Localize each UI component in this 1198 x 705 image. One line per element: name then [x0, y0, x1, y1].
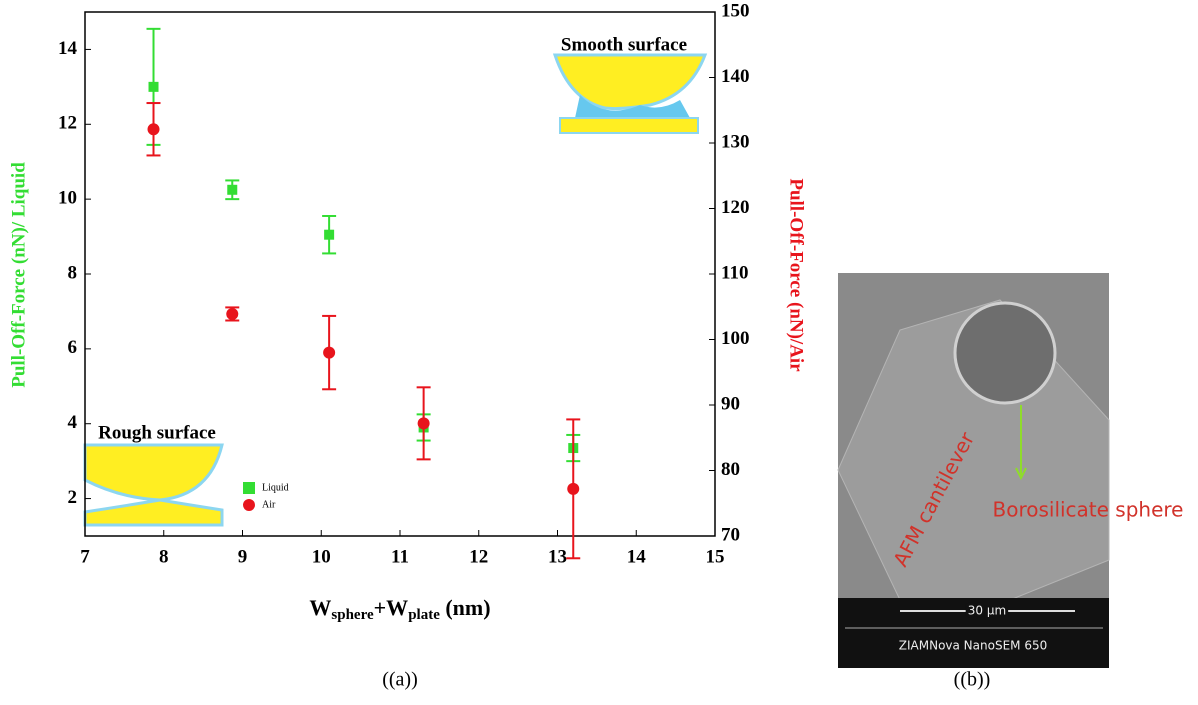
- y-tick-label: 8: [68, 262, 78, 283]
- y-tick-label: 14: [58, 38, 78, 59]
- x-tick-label: 12: [469, 546, 488, 567]
- legend-label: Liquid: [262, 482, 289, 493]
- image-label: Borosilicate sphere: [992, 498, 1183, 522]
- point: [227, 184, 238, 195]
- point: [417, 417, 430, 430]
- point: [567, 482, 580, 495]
- x-tick-label: 8: [159, 546, 169, 567]
- x-tick-label: 15: [706, 546, 725, 567]
- legend-swatch: [243, 499, 255, 511]
- y2-tick-label: 90: [721, 393, 740, 414]
- x-axis-label-part: +W: [374, 595, 409, 620]
- point: [147, 123, 160, 136]
- x-tick-label: 13: [548, 546, 567, 567]
- x-axis-label-part: (nm): [440, 595, 491, 620]
- y-tick-label: 6: [68, 337, 78, 358]
- smooth-inset: [552, 53, 708, 134]
- caption: ((b)): [954, 669, 991, 691]
- x-tick-label: 11: [391, 546, 409, 567]
- x-tick-label: 10: [312, 546, 331, 567]
- image-label: ZIAMNova NanoSEM 650: [899, 639, 1047, 653]
- x-tick-label: 9: [238, 546, 248, 567]
- y-tick-label: 2: [68, 487, 78, 508]
- y2-tick-label: 70: [721, 524, 740, 545]
- point: [324, 229, 335, 240]
- y2-tick-label: 110: [721, 262, 748, 283]
- y2-tick-label: 100: [721, 328, 750, 349]
- annotation: Rough surface: [98, 422, 216, 443]
- y2-tick-label: 120: [721, 197, 750, 218]
- x-axis-label-part: sphere: [331, 607, 374, 623]
- y2-tick-label: 140: [721, 66, 750, 87]
- x-axis-label-part: plate: [408, 607, 440, 623]
- y-tick-label: 10: [58, 188, 77, 209]
- x-axis-label-part: W: [309, 595, 331, 620]
- x-tick-label: 14: [627, 546, 647, 567]
- point: [226, 307, 239, 320]
- y-tick-label: 4: [68, 412, 78, 433]
- rough-inset: [83, 443, 224, 527]
- y2-tick-label: 130: [721, 131, 750, 152]
- y-tick-label: 12: [58, 113, 77, 134]
- caption: ((a)): [382, 669, 418, 691]
- y2-tick-label: 150: [721, 0, 750, 21]
- image-label: 30 μm: [968, 604, 1006, 618]
- sem-image: [837, 273, 1110, 668]
- point: [148, 81, 159, 92]
- legend-label: Air: [262, 499, 276, 510]
- y2-axis-label: Pull-Off-Force (nN)/Air: [786, 178, 807, 372]
- annotation: Smooth surface: [561, 34, 687, 55]
- y-axis-label: Pull-Off-Force (nN)/ Liquid: [8, 162, 29, 388]
- y2-tick-label: 80: [721, 459, 740, 480]
- x-tick-label: 7: [80, 546, 90, 567]
- legend-swatch: [243, 482, 255, 494]
- legend: Liquid Air: [243, 482, 289, 511]
- x-axis-label: Wsphere+Wplate (nm): [309, 595, 490, 623]
- point: [323, 346, 336, 359]
